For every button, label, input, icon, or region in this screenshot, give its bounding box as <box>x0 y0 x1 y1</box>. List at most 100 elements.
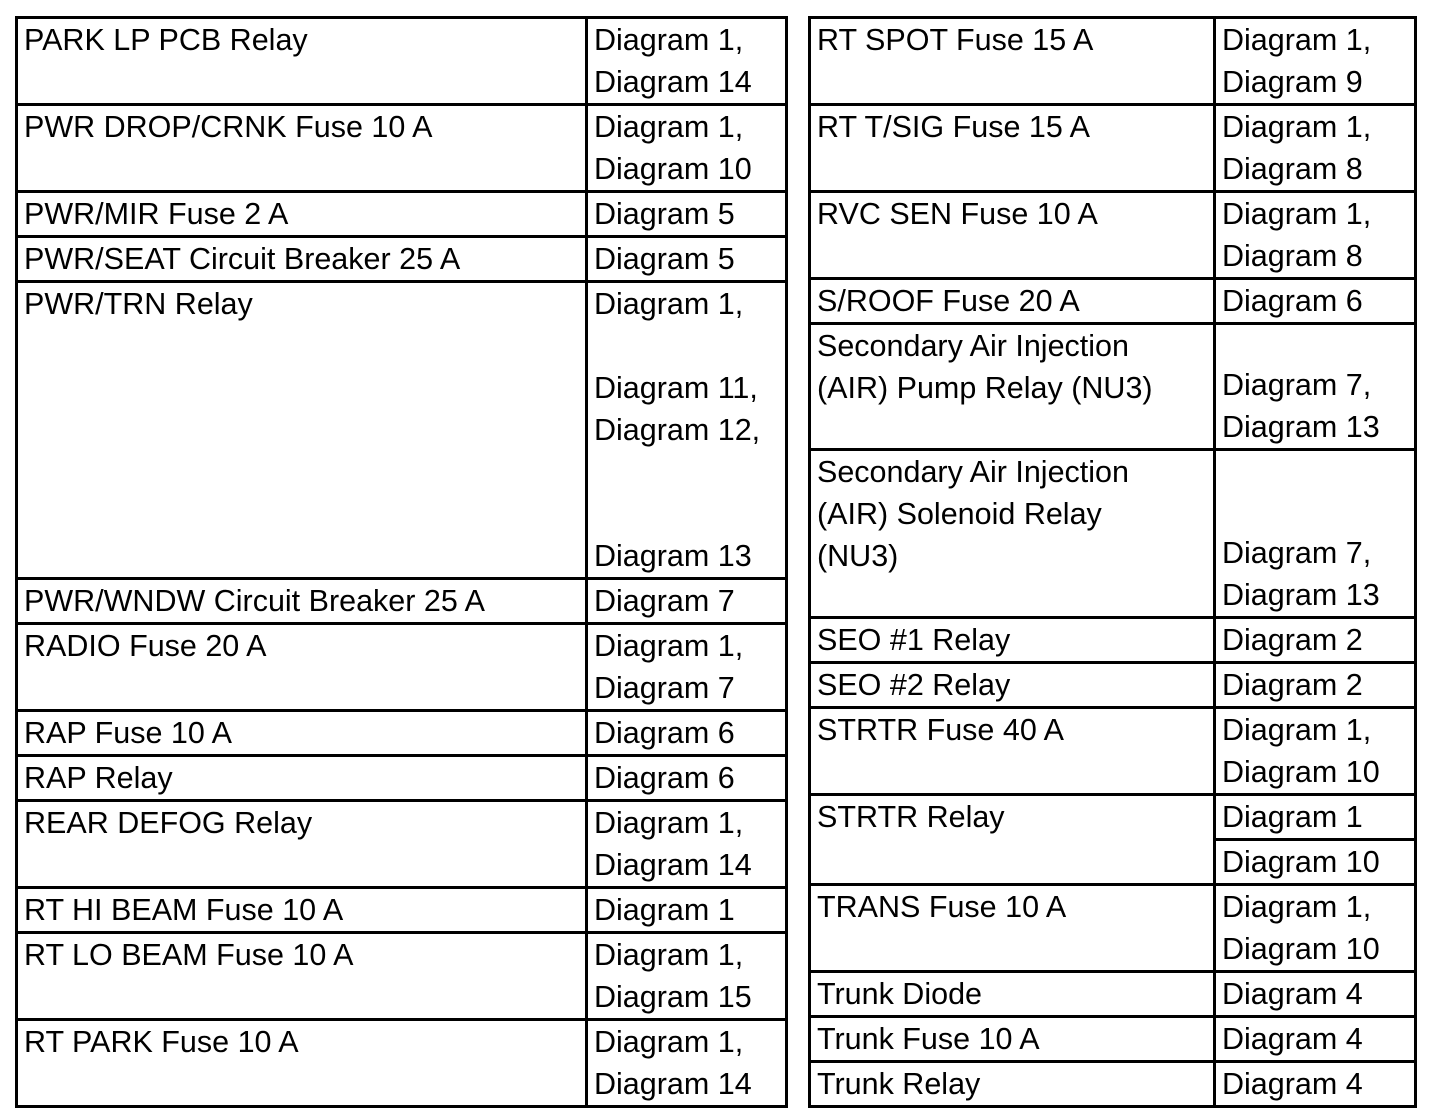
diagram-ref: Diagram 1 <box>594 893 735 927</box>
table-row: RVC SEN Fuse 10 A Diagram 1, Diagram 8 <box>808 190 1417 280</box>
diagram-ref: Diagram 12, <box>594 413 761 447</box>
diagram-ref: Diagram 2 <box>1222 668 1363 702</box>
diagram-ref: Diagram 1, <box>1222 713 1372 747</box>
table-row: STRTR Relay Diagram 1 <box>808 793 1417 886</box>
diagram-cell: Diagram 1, Diagram 9 <box>1213 16 1417 106</box>
diagram-ref: Diagram 4 <box>1222 1067 1363 1101</box>
component-cell: STRTR Relay <box>808 793 1216 886</box>
diagram-cell: Diagram 6 <box>585 709 788 757</box>
table-row: Secondary Air Injection (AIR) Pump Relay… <box>808 322 1417 451</box>
table-row: PWR DROP/CRNK Fuse 10 A Diagram 1, Diagr… <box>15 103 788 193</box>
diagram-cell: Diagram 1 <box>585 886 788 934</box>
table-row: RAP Relay Diagram 6 <box>15 754 788 802</box>
blank-line <box>594 325 784 367</box>
left-index-table: PARK LP PCB Relay Diagram 1, Diagram 14 … <box>15 16 788 1108</box>
diagram-ref: Diagram 7 <box>594 671 735 705</box>
diagram-cell: Diagram 2 <box>1213 661 1417 709</box>
table-row: S/ROOF Fuse 20 A Diagram 6 <box>808 277 1417 325</box>
diagram-ref: Diagram 7, <box>1222 368 1372 402</box>
table-row: RADIO Fuse 20 A Diagram 1, Diagram 7 <box>15 622 788 712</box>
diagram-ref: Diagram 1, <box>594 629 744 663</box>
table-row: PARK LP PCB Relay Diagram 1, Diagram 14 <box>15 16 788 106</box>
component-cell: Secondary Air Injection (AIR) Solenoid R… <box>808 448 1216 619</box>
diagram-ref: Diagram 1, <box>594 110 744 144</box>
diagram-cell: Diagram 1, Diagram 11, Diagram 12, Diagr… <box>585 280 788 580</box>
table-row: PWR/SEAT Circuit Breaker 25 A Diagram 5 <box>15 235 788 283</box>
table-row: Trunk Fuse 10 A Diagram 4 <box>808 1015 1417 1063</box>
diagram-ref: Diagram 14 <box>594 65 752 99</box>
diagram-cell: Diagram 6 <box>585 754 788 802</box>
diagram-ref: Diagram 5 <box>594 197 735 231</box>
diagram-ref: Diagram 6 <box>594 716 735 750</box>
diagram-ref: Diagram 7 <box>594 584 735 618</box>
component-cell: PWR/MIR Fuse 2 A <box>15 190 588 238</box>
diagram-ref: Diagram 10 <box>1222 932 1380 966</box>
component-cell: SEO #2 Relay <box>808 661 1216 709</box>
diagram-ref: Diagram 13 <box>1222 410 1380 444</box>
component-cell: Trunk Diode <box>808 970 1216 1018</box>
table-row: PWR/TRN Relay Diagram 1, Diagram 11, Dia… <box>15 280 788 580</box>
diagram-ref: Diagram 8 <box>1222 152 1363 186</box>
component-cell: TRANS Fuse 10 A <box>808 883 1216 973</box>
right-index-table: RT SPOT Fuse 15 A Diagram 1, Diagram 9 R… <box>808 16 1417 1108</box>
diagram-ref: Diagram 5 <box>594 242 735 276</box>
diagram-cell: Diagram 5 <box>585 235 788 283</box>
component-cell: RT SPOT Fuse 15 A <box>808 16 1216 106</box>
diagram-cell: Diagram 2 <box>1213 616 1417 664</box>
component-cell: RT LO BEAM Fuse 10 A <box>15 931 588 1021</box>
diagram-ref: Diagram 1 <box>1222 800 1363 834</box>
diagram-ref: Diagram 10 <box>1222 755 1380 789</box>
component-cell: PWR/TRN Relay <box>15 280 588 580</box>
component-cell: PWR/SEAT Circuit Breaker 25 A <box>15 235 588 283</box>
component-cell: RAP Fuse 10 A <box>15 709 588 757</box>
diagram-cell: Diagram 7, Diagram 13 <box>1213 322 1417 451</box>
diagram-ref: Diagram 13 <box>594 539 752 573</box>
diagram-cell: Diagram 4 <box>1213 1060 1417 1108</box>
diagram-ref: Diagram 8 <box>1222 239 1363 273</box>
diagram-ref: Diagram 1, <box>594 287 744 321</box>
diagram-cell: Diagram 1, Diagram 10 <box>585 103 788 193</box>
diagram-ref: Diagram 15 <box>594 980 752 1014</box>
table-row: REAR DEFOG Relay Diagram 1, Diagram 14 <box>15 799 788 889</box>
diagram-cell: Diagram 6 <box>1213 277 1417 325</box>
component-cell: PWR DROP/CRNK Fuse 10 A <box>15 103 588 193</box>
table-row: Secondary Air Injection (AIR) Solenoid R… <box>808 448 1417 619</box>
diagram-ref: Diagram 4 <box>1222 977 1363 1011</box>
diagram-cell: Diagram 1, Diagram 14 <box>585 1018 788 1108</box>
table-row: SEO #1 Relay Diagram 2 <box>808 616 1417 664</box>
component-cell: RVC SEN Fuse 10 A <box>808 190 1216 280</box>
diagram-cell: Diagram 10 <box>1213 838 1417 886</box>
table-row: STRTR Fuse 40 A Diagram 1, Diagram 10 <box>808 706 1417 796</box>
component-cell: RAP Relay <box>15 754 588 802</box>
diagram-cell: Diagram 1, Diagram 7 <box>585 622 788 712</box>
table-row: Diagram 10 <box>810 838 1417 886</box>
component-line: Secondary Air Injection <box>817 329 1129 363</box>
table-row: RT LO BEAM Fuse 10 A Diagram 1, Diagram … <box>15 931 788 1021</box>
table-row: TRANS Fuse 10 A Diagram 1, Diagram 10 <box>808 883 1417 973</box>
diagram-cell: Diagram 7, Diagram 13 <box>1213 448 1417 619</box>
diagram-ref: Diagram 9 <box>1222 65 1363 99</box>
diagram-cell: Diagram 4 <box>1213 970 1417 1018</box>
diagram-cell: Diagram 1, Diagram 14 <box>585 799 788 889</box>
table-row: RT T/SIG Fuse 15 A Diagram 1, Diagram 8 <box>808 103 1417 193</box>
component-cell: Trunk Fuse 10 A <box>808 1015 1216 1063</box>
diagram-cell: Diagram 1, Diagram 14 <box>585 16 788 106</box>
component-cell: SEO #1 Relay <box>808 616 1216 664</box>
table-row: Trunk Relay Diagram 4 <box>808 1060 1417 1108</box>
table-row: RT HI BEAM Fuse 10 A Diagram 1 <box>15 886 788 934</box>
component-cell: Secondary Air Injection (AIR) Pump Relay… <box>808 322 1216 451</box>
component-cell: Trunk Relay <box>808 1060 1216 1108</box>
diagram-ref: Diagram 1, <box>1222 23 1372 57</box>
component-cell: S/ROOF Fuse 20 A <box>808 277 1216 325</box>
diagram-ref: Diagram 1, <box>1222 110 1372 144</box>
table-row: SEO #2 Relay Diagram 2 <box>808 661 1417 709</box>
component-cell: RT T/SIG Fuse 15 A <box>808 103 1216 193</box>
table-row: Trunk Diode Diagram 4 <box>808 970 1417 1018</box>
blank-line <box>594 451 784 535</box>
component-cell: PWR/WNDW Circuit Breaker 25 A <box>15 577 588 625</box>
table-row: RT PARK Fuse 10 A Diagram 1, Diagram 14 <box>15 1018 788 1108</box>
diagram-cell: Diagram 1, Diagram 10 <box>1213 883 1417 973</box>
diagram-ref: Diagram 1, <box>1222 890 1372 924</box>
diagram-ref: Diagram 1, <box>594 23 744 57</box>
component-line: Secondary Air Injection <box>817 455 1129 489</box>
